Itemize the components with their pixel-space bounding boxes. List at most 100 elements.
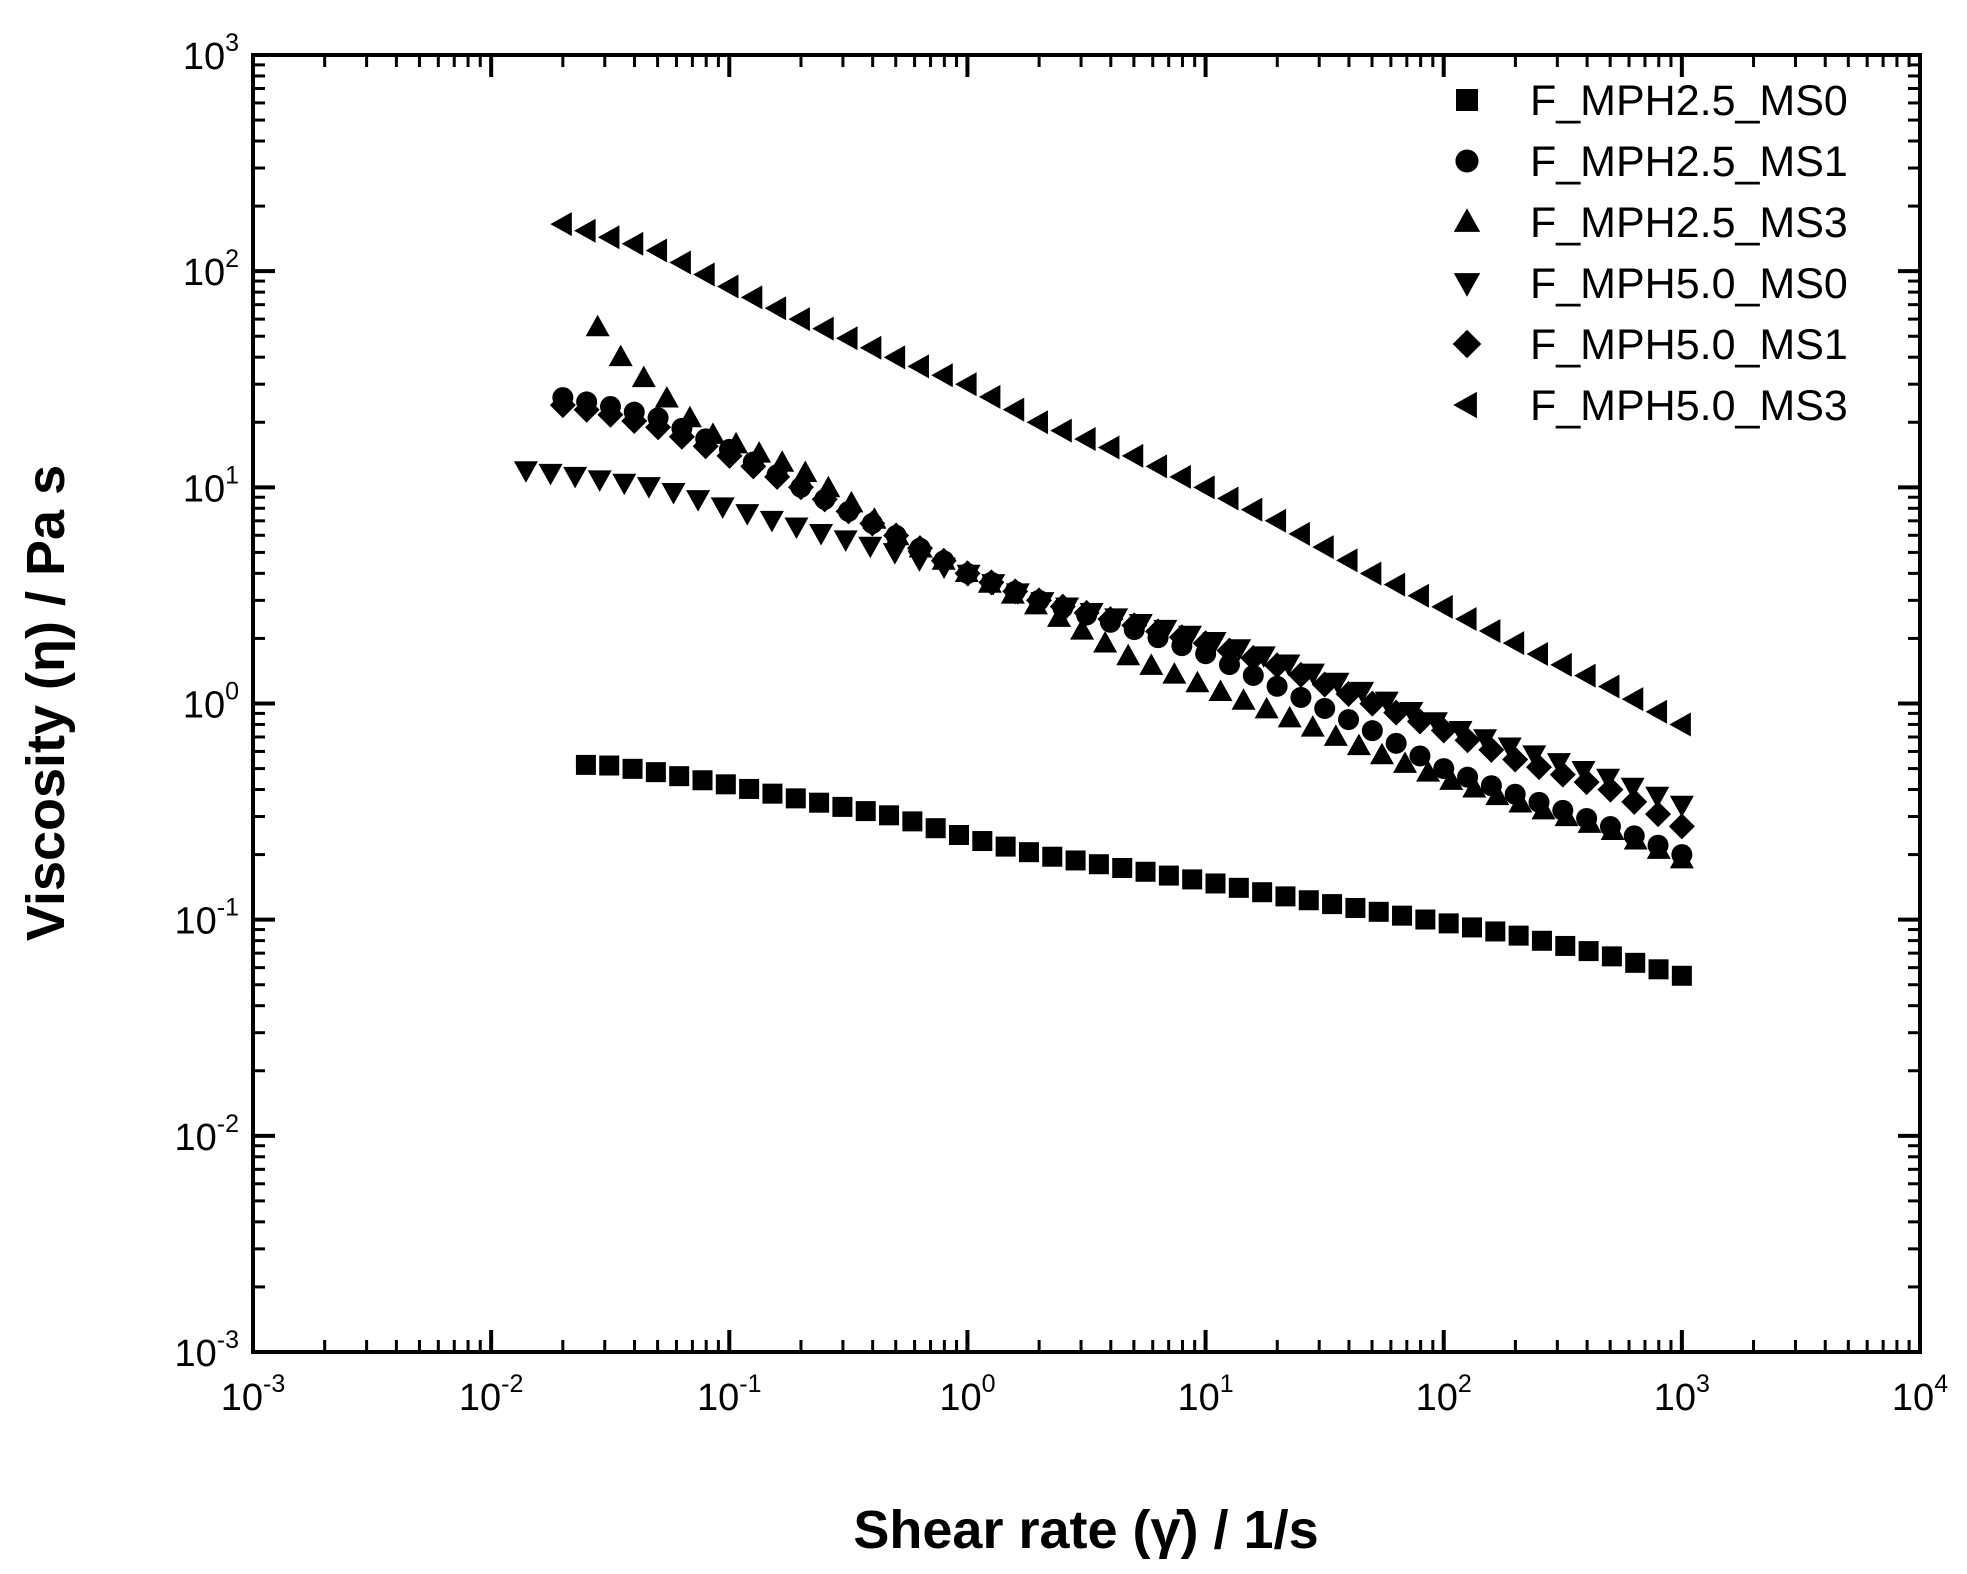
legend-label: F_MPH2.5_MS1 xyxy=(1530,138,1848,186)
legend-label: F_MPH5.0_MS1 xyxy=(1530,321,1848,369)
legend-item: F_MPH2.5_MS1 xyxy=(1455,138,1848,186)
y-tick-exponent: 3 xyxy=(225,29,239,57)
series-F_MPH5.0_MS1 xyxy=(549,392,1695,840)
data-point xyxy=(1185,670,1210,693)
data-point xyxy=(1047,605,1072,627)
data-point xyxy=(1264,652,1291,679)
x-tick-label: 100 xyxy=(939,1370,995,1419)
data-point xyxy=(631,365,656,388)
data-point xyxy=(1454,727,1481,754)
data-point xyxy=(1409,745,1431,767)
data-point xyxy=(1416,760,1441,782)
data-point xyxy=(836,326,858,351)
data-point xyxy=(883,345,906,370)
data-point xyxy=(1462,776,1487,798)
data-point xyxy=(1073,599,1100,626)
data-point xyxy=(1502,631,1525,656)
data-point xyxy=(811,486,838,513)
legend: F_MPH2.5_MS0 F_MPH2.5_MS1 F_MPH2.5_MS3 F_MP… xyxy=(1452,77,1848,430)
data-point xyxy=(1097,435,1120,460)
data-point xyxy=(1093,630,1118,653)
data-point xyxy=(550,212,572,237)
legend-item: F_MPH5.0_MS3 xyxy=(1453,382,1848,430)
x-tick-base: 10 xyxy=(221,1377,263,1419)
data-point xyxy=(1158,865,1179,886)
data-point xyxy=(1502,746,1529,773)
data-point xyxy=(785,788,806,809)
data-point xyxy=(669,250,691,275)
data-point xyxy=(1192,630,1219,657)
data-point xyxy=(1368,901,1389,922)
data-point xyxy=(930,547,957,574)
data-point xyxy=(1448,721,1473,743)
x-tick-base: 10 xyxy=(939,1377,981,1419)
y-tick-base: 10 xyxy=(174,1117,216,1159)
data-point xyxy=(1208,679,1233,702)
data-point xyxy=(1621,687,1644,712)
data-point xyxy=(1264,508,1287,533)
data-point xyxy=(1240,497,1263,522)
data-point xyxy=(1601,946,1622,967)
data-point xyxy=(1526,754,1553,781)
data-point xyxy=(1478,736,1505,763)
data-point xyxy=(907,354,929,379)
y-tick-label: 10-3 xyxy=(174,1326,239,1375)
series-F_MPH5.0_MS0 xyxy=(513,461,1694,818)
legend-item: F_MPH2.5_MS3 xyxy=(1453,199,1848,247)
y-tick-label: 102 xyxy=(183,245,239,294)
x-tick-label: 10-2 xyxy=(459,1370,524,1419)
data-point xyxy=(1182,869,1203,890)
data-point xyxy=(809,523,834,546)
legend-item: F_MPH5.0_MS1 xyxy=(1452,321,1848,369)
data-point xyxy=(788,307,810,332)
data-point xyxy=(1231,688,1256,710)
data-point xyxy=(1669,712,1691,737)
data-point xyxy=(1277,705,1302,728)
legend-marker-icon xyxy=(1455,149,1479,173)
x-tick-label: 10-1 xyxy=(697,1370,762,1419)
data-point xyxy=(972,831,993,852)
data-point xyxy=(740,453,767,480)
data-point xyxy=(1097,606,1124,633)
x-tick-label: 103 xyxy=(1654,1370,1710,1419)
data-point xyxy=(1169,464,1191,489)
data-point xyxy=(1205,873,1226,894)
y-tick-base: 10 xyxy=(183,685,225,727)
data-point xyxy=(693,262,715,287)
data-point xyxy=(1383,572,1406,597)
x-tick-exponent: 1 xyxy=(1220,1370,1234,1398)
data-point xyxy=(1621,788,1648,815)
data-point xyxy=(995,836,1016,857)
data-point xyxy=(1345,897,1366,918)
y-tick-label: 10-2 xyxy=(174,1110,239,1159)
data-point xyxy=(1026,410,1049,435)
data-point xyxy=(563,466,588,489)
data-point xyxy=(1577,811,1602,833)
data-point xyxy=(1438,913,1459,934)
x-tick-base: 10 xyxy=(1892,1377,1934,1419)
data-point xyxy=(1455,606,1477,631)
data-point xyxy=(1216,486,1239,511)
data-point xyxy=(833,530,858,552)
data-point xyxy=(587,470,612,492)
data-point xyxy=(955,372,977,397)
data-point xyxy=(677,405,702,428)
data-point xyxy=(1254,696,1279,719)
series-F_MPH5.0_MS3 xyxy=(550,212,1691,737)
data-point xyxy=(1242,664,1264,686)
data-point xyxy=(1625,952,1646,973)
x-tick-exponent: -3 xyxy=(263,1370,285,1398)
data-point xyxy=(1374,691,1399,714)
data-point xyxy=(1461,917,1482,938)
data-point xyxy=(835,498,862,525)
data-point xyxy=(1430,717,1457,744)
data-point xyxy=(1216,637,1243,664)
y-tick-exponent: 2 xyxy=(225,245,239,273)
data-point xyxy=(925,818,946,839)
data-point xyxy=(716,274,739,299)
x-tick-label: 10-3 xyxy=(221,1370,286,1419)
data-point xyxy=(1311,671,1338,698)
series-F_MPH2.5_MS0 xyxy=(575,754,1692,986)
data-point xyxy=(645,414,672,441)
data-point xyxy=(585,314,610,337)
